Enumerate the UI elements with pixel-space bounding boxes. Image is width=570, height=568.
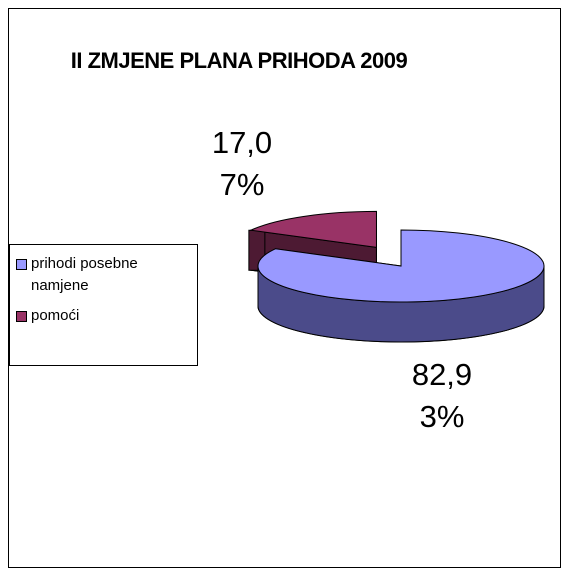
page: II ZMJENE PLANA PRIHODA 2009 prihodi pos…	[8, 8, 561, 568]
data-label: 17,07%	[211, 125, 273, 202]
chart-title: II ZMJENE PLANA PRIHODA 2009	[70, 48, 408, 73]
slice-top	[249, 210, 377, 249]
chart-frame: II ZMJENE PLANA PRIHODA 2009 prihodi pos…	[8, 8, 561, 568]
slice-top	[257, 229, 545, 303]
legend-item: prihodi posebne namjene	[10, 253, 197, 297]
legend-swatch	[16, 311, 27, 322]
legend-item: pomoći	[10, 305, 197, 327]
legend-swatch	[16, 259, 27, 270]
pie-area	[248, 210, 545, 343]
legend-label: prihodi posebne namjene	[31, 255, 138, 294]
slice	[257, 229, 545, 343]
legend: prihodi posebne namjene pomoći	[9, 244, 198, 366]
legend-label: pomoći	[31, 307, 80, 324]
data-label: 82,93%	[411, 357, 473, 434]
